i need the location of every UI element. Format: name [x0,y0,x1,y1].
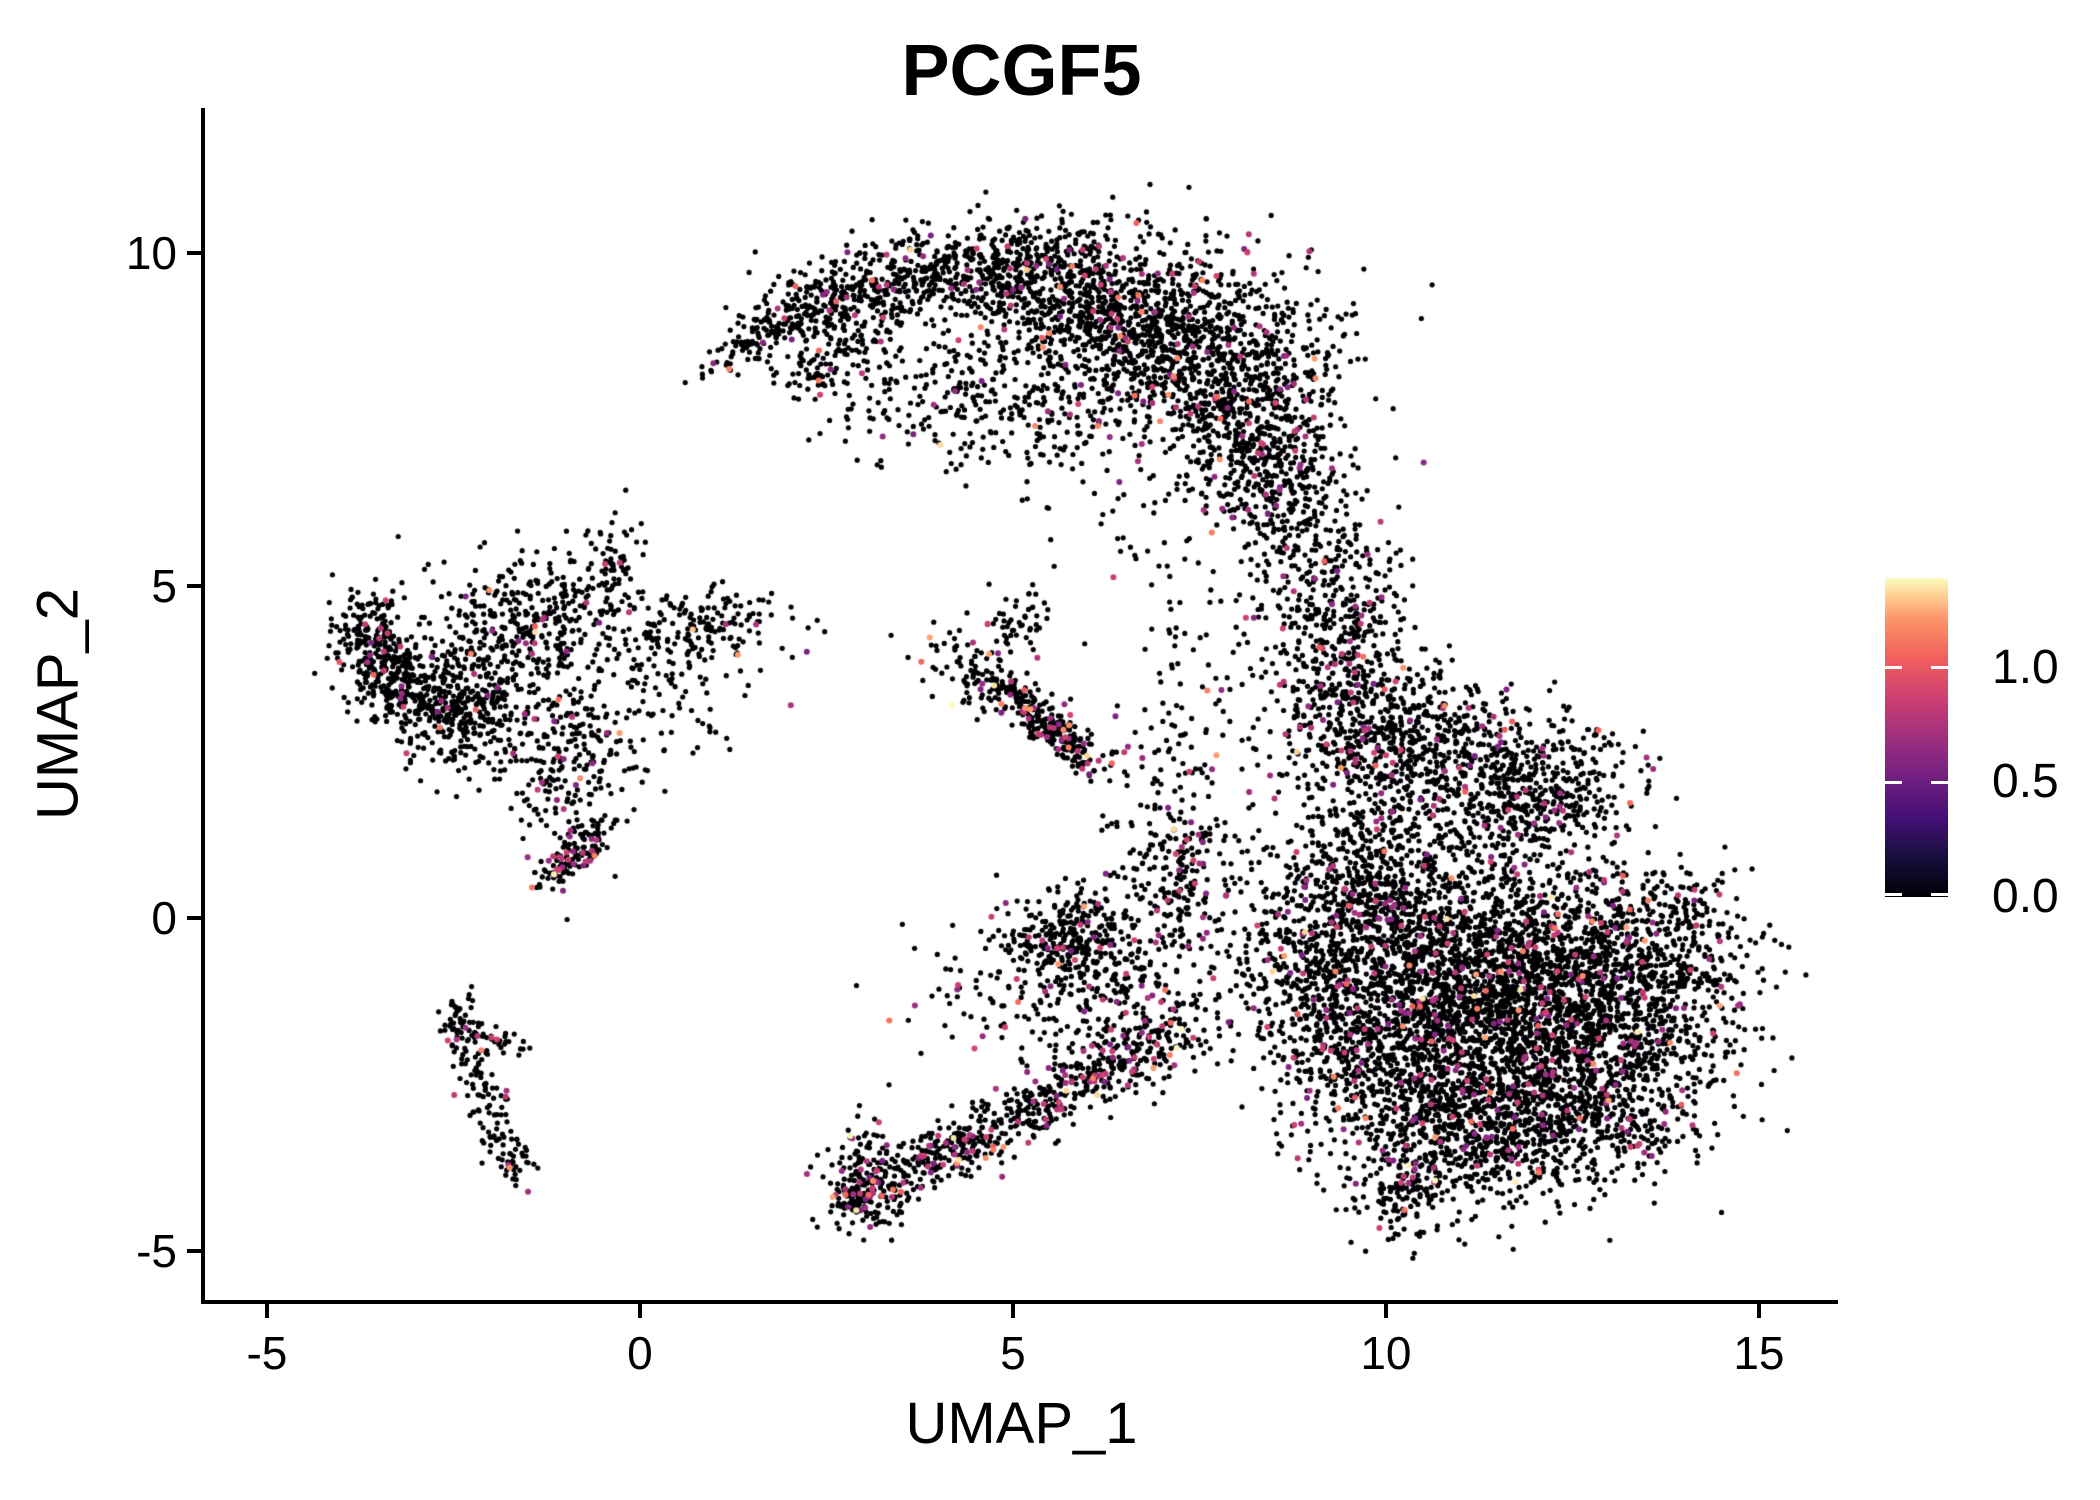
y-tick-label: 0 [151,892,177,945]
x-tick-label: 10 [1360,1327,1412,1379]
x-tick-mark [1756,1304,1761,1318]
y-tick-label: 10 [125,227,177,279]
y-tick-mark [187,251,201,255]
y-tick-label: -5 [136,1224,177,1277]
y-tick-mark [187,1248,201,1253]
y-tick-mark [187,916,201,921]
x-axis-title: UMAP_1 [905,1391,1138,1456]
x-tick-label: 0 [627,1327,653,1379]
colorbar-tick-mark [1885,666,1902,669]
x-tick-mark [637,1304,642,1318]
plot-title: PCGF5 [901,31,1142,111]
x-tick-mark [1383,1304,1388,1318]
x-tick-label: 5 [1000,1327,1026,1379]
x-axis-line [201,1300,1838,1304]
y-tick-label: 5 [151,559,177,612]
colorbar-tick-mark [1885,892,1902,896]
x-tick-mark [264,1304,269,1318]
colorbar-tick-label: 1.0 [1992,640,2059,694]
x-tick-label: 15 [1733,1327,1785,1379]
colorbar-tick-mark [1885,780,1902,784]
colorbar-tick-mark [1931,780,1948,784]
colorbar-tick-mark [1931,892,1948,896]
x-tick-mark [1010,1304,1015,1318]
colorbar-tick-label: 0.0 [1992,870,2059,923]
x-tick-label: -5 [246,1327,288,1379]
y-tick-mark [187,583,201,588]
colorbar-tick-label: 0.5 [1992,755,2059,809]
colorbar-gradient [1885,578,1948,897]
colorbar-tick-mark [1931,666,1948,669]
y-axis-line [201,108,205,1304]
y-axis-title: UMAP_2 [25,587,91,821]
